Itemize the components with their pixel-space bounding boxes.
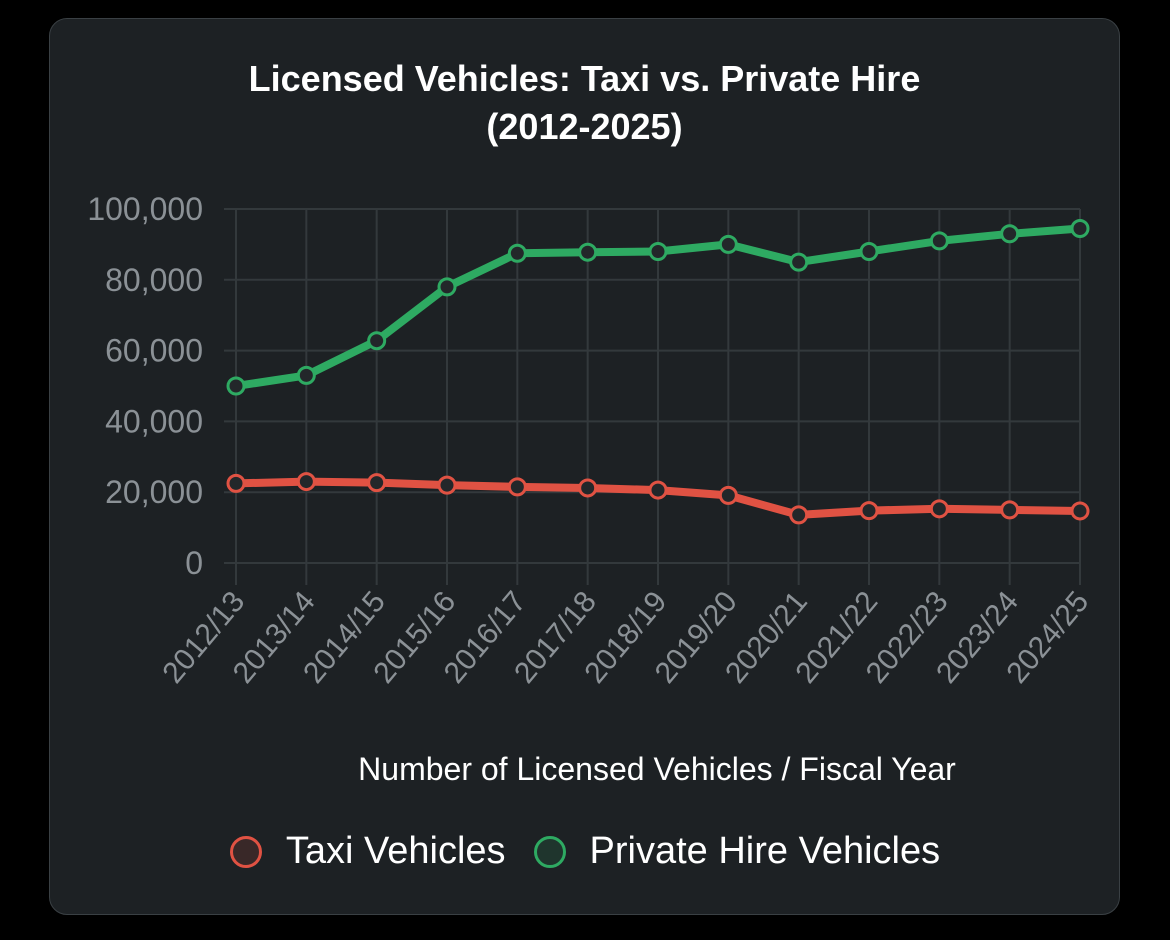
data-point-private-hire	[367, 331, 387, 351]
grid	[224, 208, 1081, 585]
data-point-taxi	[1000, 500, 1020, 520]
y-axis-ticks: 0 20,000 40,000 60,000 80,000 100,000	[87, 191, 203, 581]
y-tick-label: 40,000	[105, 403, 203, 439]
y-tick-label: 0	[185, 545, 203, 581]
data-point-taxi	[929, 499, 949, 519]
chart-title-line-2: (2012-2025)	[486, 106, 683, 147]
legend-label-taxi: Taxi Vehicles	[285, 830, 506, 872]
data-point-private-hire	[507, 243, 527, 263]
chart-card: Licensed Vehicles: Taxi vs. Private Hire…	[49, 18, 1120, 915]
data-point-taxi	[507, 477, 527, 497]
data-point-private-hire	[578, 242, 598, 262]
data-point-private-hire	[437, 277, 457, 297]
data-point-taxi	[789, 505, 809, 525]
data-point-taxi	[367, 473, 387, 493]
legend-swatch-private-hire	[533, 835, 566, 868]
x-axis-title: Number of Licensed Vehicles / Fiscal Yea…	[358, 751, 956, 787]
data-point-private-hire	[1070, 218, 1090, 238]
data-point-private-hire	[296, 365, 316, 385]
data-point-private-hire	[648, 241, 668, 261]
y-tick-label: 60,000	[105, 333, 203, 369]
data-point-private-hire	[859, 241, 879, 261]
data-point-private-hire	[226, 376, 246, 396]
data-point-private-hire	[929, 231, 949, 251]
y-tick-label: 100,000	[87, 191, 203, 227]
data-point-private-hire	[718, 234, 738, 254]
series-points	[226, 218, 1090, 525]
chart-title: Licensed Vehicles: Taxi vs. Private Hire…	[50, 55, 1119, 151]
data-point-taxi	[859, 501, 879, 521]
legend-item-taxi[interactable]: Taxi Vehicles	[229, 830, 506, 873]
y-tick-label: 20,000	[105, 474, 203, 510]
data-point-taxi	[226, 473, 246, 493]
chart-title-line-1: Licensed Vehicles: Taxi vs. Private Hire	[248, 58, 921, 99]
x-axis-ticks: 2012/132013/142014/152015/162016/172017/…	[156, 585, 1095, 689]
data-point-taxi	[648, 480, 668, 500]
data-point-taxi	[718, 485, 738, 505]
data-point-private-hire	[1000, 224, 1020, 244]
data-point-taxi	[437, 475, 457, 495]
data-point-taxi	[296, 472, 316, 492]
legend: Taxi Vehicles Private Hire Vehicles	[0, 830, 1170, 873]
y-tick-label: 80,000	[105, 262, 203, 298]
legend-swatch-taxi	[229, 835, 262, 868]
data-point-taxi	[1070, 501, 1090, 521]
data-point-taxi	[578, 478, 598, 498]
data-point-private-hire	[789, 252, 809, 272]
legend-label-private-hire: Private Hire Vehicles	[589, 830, 941, 872]
legend-item-private-hire[interactable]: Private Hire Vehicles	[533, 830, 941, 873]
